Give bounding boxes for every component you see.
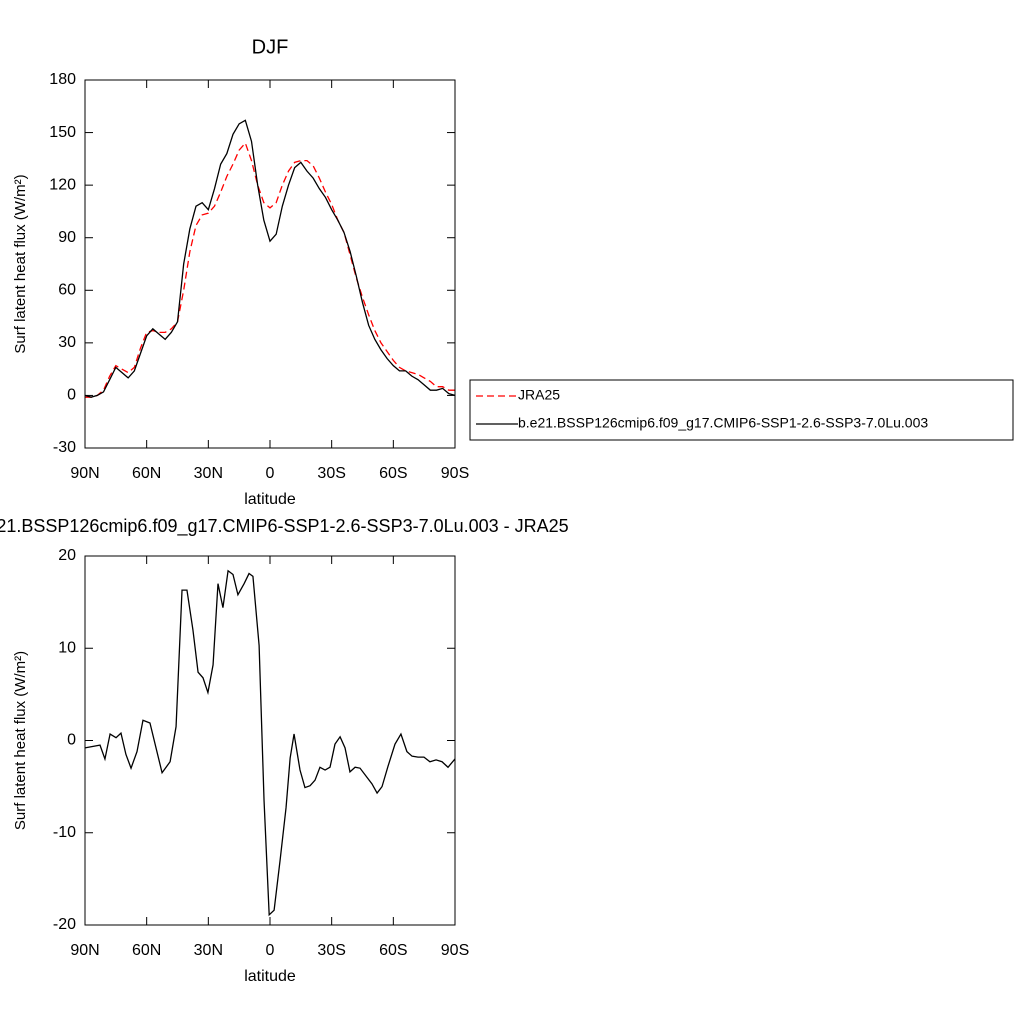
x-tick-label: 90S (441, 465, 469, 482)
data-line (85, 141, 455, 398)
y-tick-label: -10 (53, 824, 76, 841)
x-tick-label: 30N (194, 942, 223, 959)
x-tick-label: 60N (132, 942, 161, 959)
y-tick-label: -20 (53, 916, 76, 933)
x-tick-label: 60S (379, 465, 407, 482)
y-tick-label: 180 (49, 71, 76, 88)
y-tick-label: 150 (49, 124, 76, 141)
x-tick-label: 90N (70, 465, 99, 482)
chart-title: DJF (252, 36, 289, 58)
x-tick-label: 30S (317, 942, 345, 959)
x-tick-label: 0 (266, 942, 275, 959)
x-tick-label: 90S (441, 942, 469, 959)
y-tick-label: 20 (58, 547, 76, 564)
y-tick-label: 60 (58, 282, 76, 299)
x-axis-label: latitude (244, 968, 296, 985)
y-tick-label: 10 (58, 639, 76, 656)
y-tick-label: 0 (67, 387, 76, 404)
plot-frame (84, 555, 456, 926)
y-tick-label: 90 (58, 229, 76, 246)
data-line (84, 569, 456, 917)
y-tick-label: 30 (58, 334, 76, 351)
legend-label: JRA25 (518, 387, 560, 403)
x-axis-label: latitude (244, 491, 296, 508)
x-tick-label: 30N (194, 465, 223, 482)
y-axis-label: Surf latent heat flux (W/m²) (12, 651, 29, 830)
x-tick-label: 60S (379, 942, 407, 959)
plot-frame (84, 79, 456, 449)
y-tick-label: -30 (53, 439, 76, 456)
x-tick-label: 30S (317, 465, 345, 482)
data-line (84, 119, 456, 398)
legend: JRA25 b.e21.BSSP126cmip6.f09_g17.CMIP6-SS… (469, 379, 1014, 441)
legend-label: b.e21.BSSP126cmip6.f09_g17.CMIP6-SSP1-2.… (518, 415, 928, 431)
chart-title: b.e21.BSSP126cmip6.f09_g17.CMIP6-SSP1-2.… (0, 516, 569, 537)
x-tick-label: 0 (266, 465, 275, 482)
x-tick-label: 60N (132, 465, 161, 482)
x-tick-label: 90N (70, 942, 99, 959)
y-tick-label: 120 (49, 176, 76, 193)
y-axis-label: Surf latent heat flux (W/m²) (12, 174, 29, 353)
legend-box (469, 379, 1014, 441)
y-tick-label: 0 (67, 732, 76, 749)
